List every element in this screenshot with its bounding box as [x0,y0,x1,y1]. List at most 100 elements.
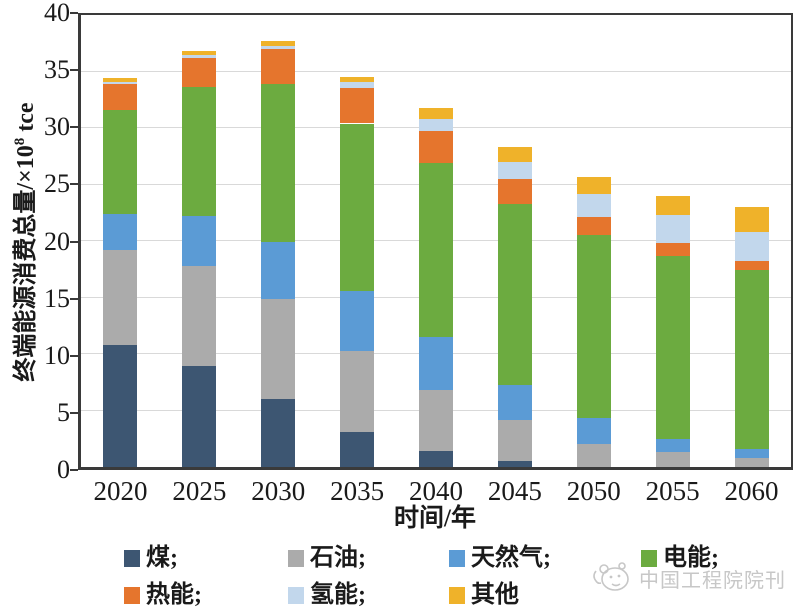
bar-segment-natural-gas [261,242,296,299]
bar-segment-coal [261,399,296,467]
bar-segment-coal [419,451,453,467]
x-tick-label: 2055 [645,476,700,506]
x-tick-label: 2020 [93,476,148,506]
legend-item-coal: 煤; [124,545,178,571]
bar-segment-natural-gas [655,438,690,453]
watermark: 中国工程院院刊 [590,558,786,603]
y-axis-title-text: 终端能源消费总量/×10 [13,145,39,382]
watermark-text: 中国工程院院刊 [639,569,786,592]
y-tick-mark [70,126,78,129]
bar-segment-other [182,51,217,55]
bar-segment-heat [655,243,690,256]
bar-segment-heat [261,48,296,84]
x-tick-label: 2050 [566,476,621,506]
bar-segment-oil [497,419,532,462]
bar-segment-other [734,207,769,232]
legend-label: 其他 [471,582,519,608]
legend-item-electricity: 电能; [641,545,719,571]
bar-segment-oil [103,250,138,345]
bar-segment-natural-gas [182,216,217,266]
legend-swatch-heat [124,586,140,604]
bar-segment-electricity [419,163,453,338]
legend-item-heat: 热能; [124,582,202,608]
y-tick-label: 5 [57,397,70,427]
bar-segment-other [419,107,453,119]
bar-segment-coal [182,366,217,467]
y-tick-mark [70,240,78,243]
y-tick-label: 0 [57,455,70,484]
y-tick-mark [70,297,78,300]
bar-segment-natural-gas [340,290,375,351]
bar-segment-hydrogen [734,231,769,262]
bar-segment-heat [103,83,138,110]
bar-segment-oil [340,350,375,432]
bar-segment-natural-gas [419,337,453,391]
legend-swatch-natural-gas [449,549,465,567]
x-tick-label: 2035 [330,476,385,506]
bar-segment-hydrogen [419,118,453,132]
y-tick-mark [70,411,78,414]
bar-segment-other [655,195,690,216]
legend-item-other: 其他 [449,582,519,608]
bar-segment-other [497,147,532,162]
bar-segment-oil [182,265,217,367]
legend-label: 电能; [663,545,719,571]
y-tick-label: 20 [44,226,70,256]
bar-segment-natural-gas [576,418,611,445]
bar-segment-natural-gas [734,448,769,458]
bar-segment-electricity [182,87,217,217]
bar-segment-hydrogen [497,161,532,179]
bar-segment-natural-gas [103,213,138,251]
x-tick-label: 2030 [251,476,306,506]
x-tick-label: 2025 [172,476,227,506]
gridline [81,70,791,72]
bar-segment-hydrogen [103,81,138,84]
bar-segment-heat [497,178,532,204]
bar-segment-heat [340,88,375,124]
bar-segment-hydrogen [182,54,217,58]
plot-area [78,13,793,470]
y-tick-mark [70,469,78,471]
bar-segment-hydrogen [655,215,690,244]
y-tick-mark [70,183,78,186]
legend-swatch-coal [124,549,140,567]
y-axis-title-superscript: 8 [12,137,28,146]
bar-segment-natural-gas [497,384,532,420]
bar-segment-hydrogen [576,193,611,218]
y-tick-label: 40 [44,0,70,27]
legend-item-hydrogen: 氢能; [288,582,366,608]
bar-segment-other [340,77,375,82]
bar-segment-electricity [655,255,690,439]
y-tick-mark [70,354,78,357]
bar-segment-oil [419,390,453,452]
legend-label: 煤; [146,545,178,571]
bar-segment-other [576,176,611,194]
legend-label: 氢能; [310,582,366,608]
bar-segment-oil [261,298,296,400]
x-tick-label: 2040 [409,476,463,506]
bar-segment-coal [340,431,375,467]
bar-segment-electricity [340,123,375,291]
bar-segment-hydrogen [340,81,375,89]
bar-segment-heat [182,57,217,88]
bar-segment-electricity [734,270,769,449]
bar-segment-electricity [261,83,296,243]
legend-swatch-other [449,586,465,604]
bar-segment-electricity [497,203,532,385]
y-axis-title-unit: tce [13,102,39,138]
bar-segment-heat [576,217,611,236]
y-tick-mark [70,69,78,72]
bar-segment-other [261,41,296,46]
legend-swatch-oil [288,549,304,567]
y-tick-label: 30 [44,112,70,142]
legend-label: 热能; [146,582,202,608]
bar-segment-electricity [103,109,138,214]
y-tick-label: 10 [44,340,70,370]
x-axis-title: 时间/年 [394,505,476,532]
bar-segment-heat [734,261,769,271]
legend-swatch-hydrogen [288,586,304,604]
legend-item-oil: 石油; [288,545,366,571]
bar-segment-oil [734,457,769,467]
bar-segment-oil [655,452,690,467]
